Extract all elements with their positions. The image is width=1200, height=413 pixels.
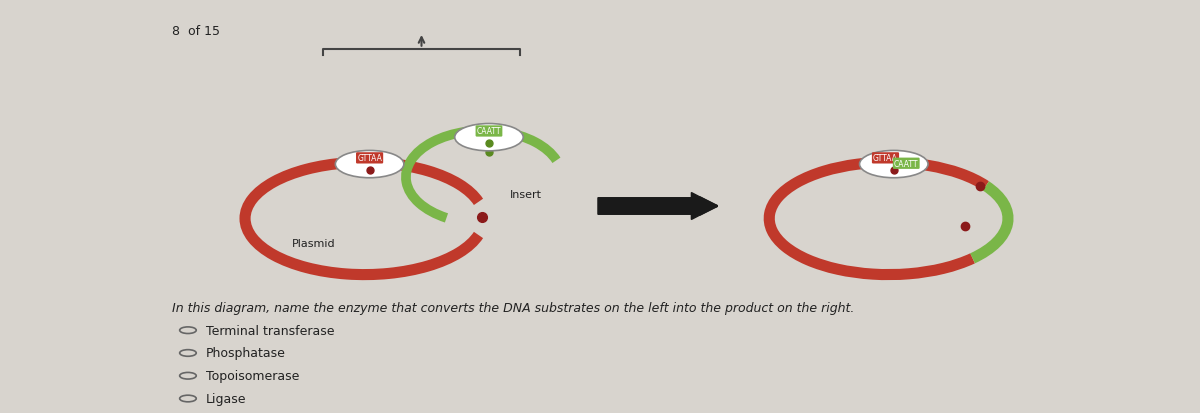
Text: Phosphatase: Phosphatase (205, 347, 286, 360)
Text: CAATT: CAATT (894, 159, 918, 169)
Text: GTTAA: GTTAA (874, 154, 898, 163)
Circle shape (455, 124, 523, 152)
Text: Insert: Insert (510, 189, 541, 199)
Text: CAATT: CAATT (476, 127, 502, 136)
Circle shape (859, 151, 928, 178)
Text: In this diagram, name the enzyme that converts the DNA substrates on the left in: In this diagram, name the enzyme that co… (173, 301, 854, 314)
FancyArrow shape (598, 193, 718, 220)
Text: Plasmid: Plasmid (292, 239, 335, 249)
Text: Terminal transferase: Terminal transferase (205, 324, 334, 337)
Text: Ligase: Ligase (205, 392, 246, 405)
Text: Topoisomerase: Topoisomerase (205, 369, 299, 382)
Circle shape (335, 151, 404, 178)
Text: 8  of 15: 8 of 15 (173, 25, 221, 38)
Text: GTTAA: GTTAA (358, 154, 382, 163)
